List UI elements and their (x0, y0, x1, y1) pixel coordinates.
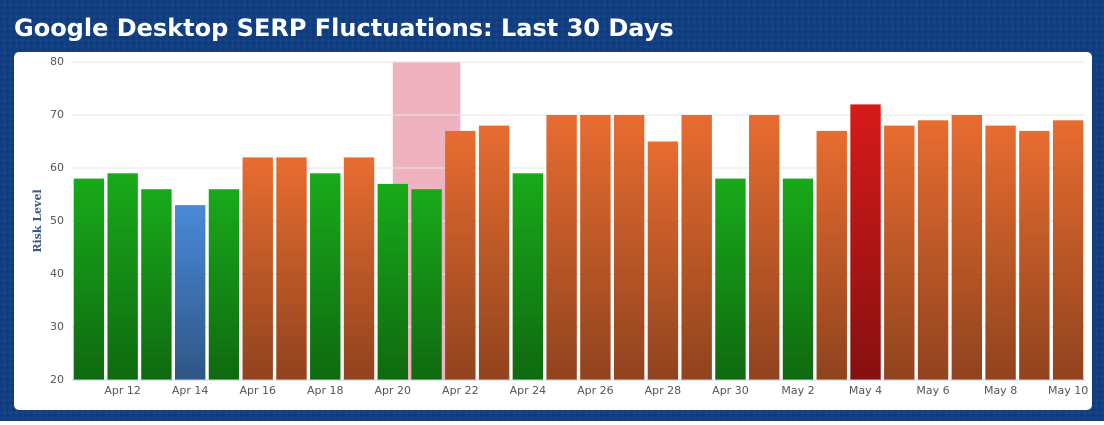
bar (411, 189, 442, 380)
bar (782, 178, 814, 380)
x-tick-label: May 6 (916, 384, 949, 397)
x-tick-label: May 4 (849, 384, 882, 397)
x-tick-label: Apr 16 (239, 384, 276, 397)
bar (208, 189, 240, 380)
bar (174, 205, 206, 380)
x-tick-label: Apr 26 (577, 384, 614, 397)
bar (445, 130, 476, 380)
bar (816, 130, 847, 380)
y-tick-label: 50 (50, 214, 64, 227)
bar (141, 189, 172, 380)
y-tick-label: 30 (50, 320, 64, 333)
bar (478, 125, 510, 380)
bar (850, 104, 881, 381)
y-axis-label: Risk Level (31, 189, 44, 252)
chart-title: Google Desktop SERP Fluctuations: Last 3… (14, 14, 674, 42)
bar (681, 115, 712, 380)
bar (715, 178, 746, 380)
x-tick-label: Apr 20 (375, 384, 412, 397)
bar (310, 173, 341, 380)
bar (613, 115, 645, 380)
x-tick-label: Apr 24 (510, 384, 547, 397)
x-tick-label: Apr 22 (442, 384, 479, 397)
x-tick-label: May 8 (984, 384, 1017, 397)
y-tick-label: 40 (50, 267, 64, 280)
bar (276, 157, 307, 380)
bar (647, 141, 679, 380)
bar (546, 115, 577, 380)
bar (1019, 130, 1050, 380)
bar (343, 157, 375, 380)
x-tick-label: Apr 14 (172, 384, 209, 397)
x-tick-label: Apr 12 (104, 384, 141, 397)
x-tick-label: Apr 18 (307, 384, 344, 397)
x-tick-label: May 2 (781, 384, 814, 397)
bar (985, 125, 1016, 380)
x-tick-label: Apr 28 (645, 384, 682, 397)
bar (377, 183, 408, 380)
bar (1052, 120, 1084, 381)
bar (73, 178, 105, 380)
bar (749, 115, 780, 380)
y-tick-label: 80 (50, 55, 64, 68)
bar (580, 115, 611, 380)
bar (107, 173, 138, 380)
x-tick-label: Apr 30 (712, 384, 749, 397)
bar (884, 125, 915, 380)
y-tick-label: 60 (50, 161, 64, 174)
bar (512, 173, 544, 380)
y-tick-label: 70 (50, 108, 64, 121)
bar (242, 157, 273, 380)
bar (917, 120, 949, 381)
y-tick-label: 20 (50, 373, 64, 386)
x-tick-label: May 10 (1048, 384, 1088, 397)
bar (951, 115, 983, 380)
